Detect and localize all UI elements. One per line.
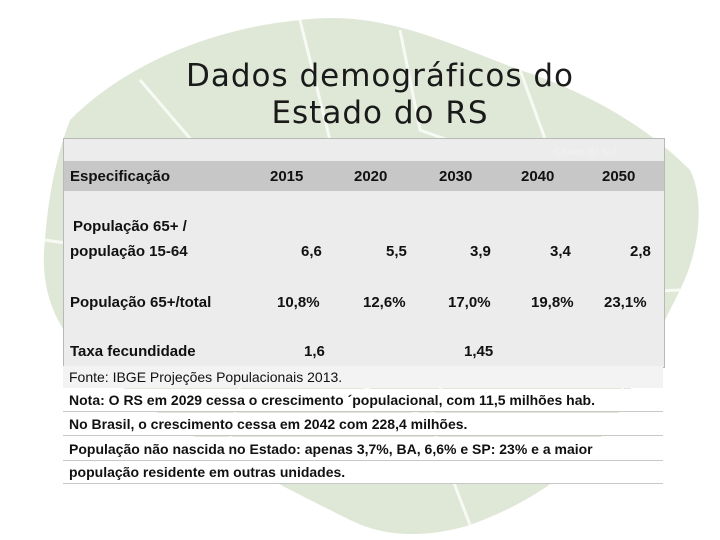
header-2020: 2020	[354, 168, 388, 185]
header-especificacao: Especificação	[70, 168, 171, 185]
row-label-pop65-total: População 65+/total	[70, 294, 212, 311]
map-city-label: Caxias do Sul	[554, 147, 616, 158]
cell-pop65-ratio-2030: 3,9	[470, 243, 491, 260]
header-2030: 2030	[439, 168, 473, 185]
cell-pop65-ratio-2015: 6,6	[301, 243, 322, 260]
title-line-1: Dados demográficos do	[185, 58, 575, 94]
table-header-band	[64, 161, 664, 191]
note-brasil-growth: No Brasil, o crescimento cessa em 2042 c…	[63, 413, 663, 436]
header-2050: 2050	[602, 168, 636, 185]
title-line-2: Estado do RS	[271, 95, 489, 131]
slide-title: Dados demográficos do Estado do RS	[130, 58, 630, 132]
note-rs-growth: Nota: O RS em 2029 cessa o crescimento ´…	[63, 389, 663, 412]
note-migration-line2: população residente em outras unidades.	[63, 461, 663, 484]
cell-pop65-total-2020: 12,6%	[363, 294, 406, 311]
demographics-table: Caxias do Sul Especificação 2015 2020 20…	[63, 138, 665, 368]
cell-pop65-total-2030: 17,0%	[448, 294, 491, 311]
cell-pop65-total-2050: 23,1%	[604, 294, 647, 311]
row-label-pop65-ratio-line1: População 65+ /	[73, 218, 187, 235]
cell-pop65-ratio-2020: 5,5	[386, 243, 407, 260]
header-2040: 2040	[521, 168, 555, 185]
cell-pop65-total-2015: 10,8%	[277, 294, 320, 311]
cell-pop65-total-2040: 19,8%	[531, 294, 574, 311]
cell-fertility-2015: 1,6	[304, 343, 325, 360]
row-label-fertility: Taxa fecundidade	[70, 343, 196, 360]
source-note: Fonte: IBGE Projeções Populacionais 2013…	[63, 366, 663, 388]
row-label-pop65-ratio-line2: população 15-64	[70, 243, 188, 260]
cell-fertility-2030: 1,45	[464, 343, 494, 360]
cell-pop65-ratio-2040: 3,4	[550, 243, 571, 260]
cell-pop65-ratio-2050: 2,8	[630, 243, 651, 260]
header-2015: 2015	[270, 168, 304, 185]
note-migration-line1: População não nascida no Estado: apenas …	[63, 437, 663, 461]
